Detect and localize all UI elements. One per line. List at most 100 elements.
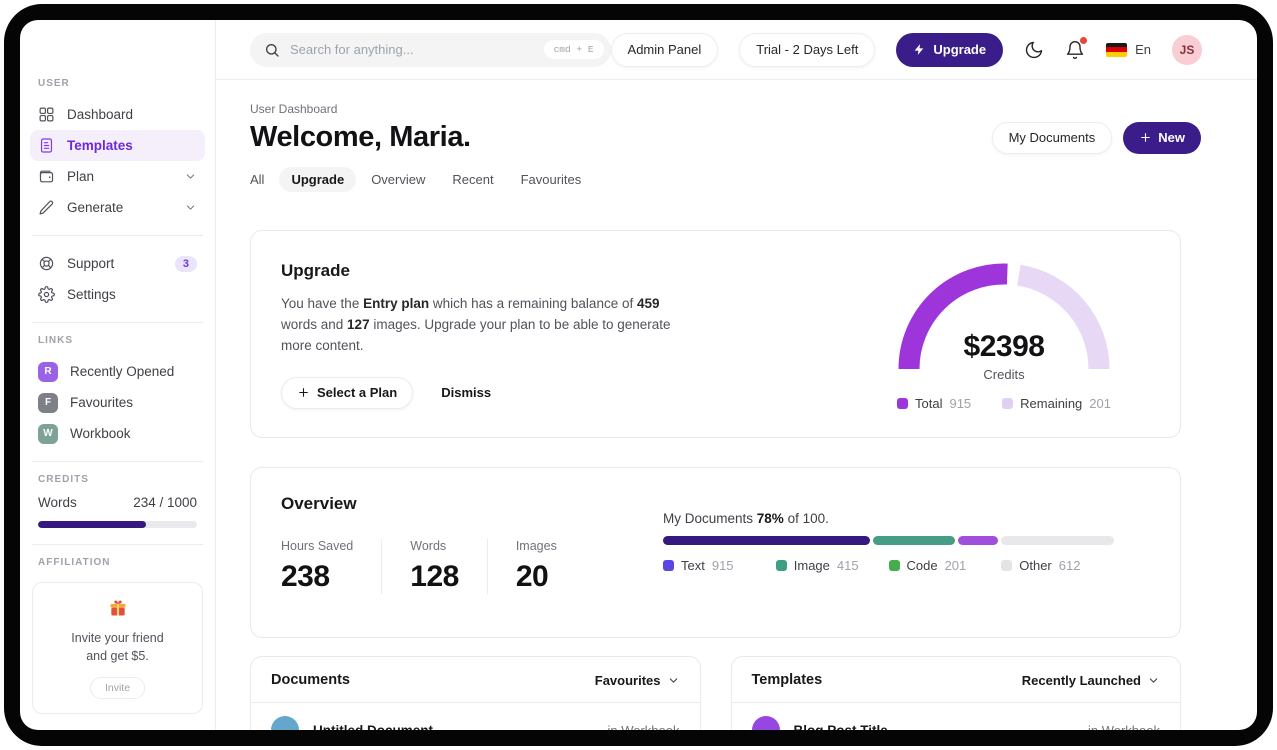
sidebar-item-label: Support [67, 256, 115, 271]
bar-segment-code [957, 536, 999, 545]
sidebar-item-support[interactable]: Support 3 [30, 248, 205, 279]
my-documents-button[interactable]: My Documents [991, 121, 1113, 154]
sidebar: USER Dashboard Templates Plan Generate S… [20, 20, 216, 730]
legend-value: 201 [1089, 396, 1111, 411]
sidebar-link-workbook[interactable]: W Workbook [30, 418, 205, 449]
document-row[interactable]: Untitled Document in Workbook [251, 703, 700, 730]
upgrade-button[interactable]: Upgrade [896, 32, 1004, 67]
tab-favourites[interactable]: Favourites [520, 172, 582, 187]
sidebar-item-label: Templates [67, 138, 133, 153]
dark-mode-toggle[interactable] [1024, 40, 1044, 60]
gauge-chart: $2398 Credits [894, 259, 1114, 382]
templates-filter-dropdown[interactable]: Recently Launched [1022, 673, 1160, 688]
upgrade-card-title: Upgrade [281, 261, 350, 280]
search-icon [266, 43, 279, 57]
sidebar-section-user: USER [38, 78, 70, 89]
affiliation-text: Invite your friend and get $5. [71, 631, 164, 663]
template-row[interactable]: Blog Post Title in Workbook [732, 703, 1181, 730]
sidebar-item-settings[interactable]: Settings [30, 279, 205, 310]
german-flag-icon [1106, 42, 1128, 57]
templates-card-header: Templates Recently Launched [731, 657, 1180, 703]
legend-item-other: Other 612 [1001, 558, 1114, 573]
documents-card: Documents Favourites Untitled Document i… [250, 656, 701, 730]
legend-label: Other [1019, 558, 1052, 573]
tab-recent[interactable]: Recent [452, 172, 494, 187]
affiliation-card: Invite your friend and get $5. Invite [32, 582, 203, 714]
sidebar-divider [32, 461, 203, 462]
stat-value: 238 [281, 560, 330, 593]
sidebar-item-label: Dashboard [67, 107, 134, 122]
filter-tabs: All Upgrade Overview Recent Favourites [238, 167, 1181, 192]
credits-progress-track [38, 521, 197, 528]
overview-legend: Text 915 Image 415 Code 201 [663, 558, 1114, 573]
tab-all[interactable]: All [250, 172, 265, 187]
credits-label: Words [38, 495, 77, 510]
sidebar-item-dashboard[interactable]: Dashboard [30, 99, 205, 130]
topbar: Search for anything... cmd + E Admin Pan… [216, 20, 1257, 80]
gauge-label: Credits [983, 367, 1025, 382]
templates-card-title: Templates [751, 672, 823, 688]
user-avatar[interactable]: JS [1172, 34, 1202, 65]
notifications-button[interactable] [1065, 36, 1088, 60]
tab-overview[interactable]: Overview [371, 172, 426, 187]
legend-value: 415 [836, 558, 859, 573]
bar-segment-image [873, 536, 955, 545]
upgrade-card-actions: Select a Plan Dismiss [281, 376, 894, 409]
overview-stats: Hours Saved 238 Words 128 Images 20 [281, 539, 663, 594]
upgrade-card-left: Upgrade You have the Entry plan which ha… [281, 257, 894, 411]
notification-dot [1080, 36, 1088, 44]
breadcrumb: User Dashboard [250, 102, 338, 116]
language-selector[interactable]: En [1106, 42, 1151, 57]
trial-status-button[interactable]: Trial - 2 Days Left [739, 32, 876, 67]
sidebar-item-label: Settings [67, 287, 116, 302]
overview-card-left: Overview Hours Saved 238 Words 128 Image… [281, 494, 663, 611]
sidebar-divider [32, 544, 203, 545]
legend-label: Remaining [1020, 396, 1083, 411]
search-input[interactable]: Search for anything... cmd + E [250, 32, 611, 67]
tab-upgrade[interactable]: Upgrade [279, 167, 357, 192]
upgrade-card-body: You have the Entry plan which has a rema… [281, 296, 671, 353]
link-avatar: R [38, 361, 58, 382]
documents-filter-dropdown[interactable]: Favourites [595, 673, 680, 688]
sidebar-item-plan[interactable]: Plan [30, 161, 205, 192]
admin-panel-button[interactable]: Admin Panel [610, 32, 719, 67]
topbar-actions: Admin Panel Trial - 2 Days Left Upgrade … [610, 32, 1202, 67]
select-plan-button[interactable]: Select a Plan [281, 376, 414, 409]
legend-label: Text [681, 558, 705, 573]
legend-label: Image [793, 558, 830, 573]
templates-filter-label: Recently Launched [1021, 672, 1141, 688]
sidebar-divider [32, 322, 203, 323]
sidebar-section-credits: CREDITS [38, 474, 89, 485]
credits-gauge: $2398 Credits Total 915 Remaining [894, 259, 1114, 411]
wallet-icon [39, 170, 54, 183]
invite-button[interactable]: Invite [89, 677, 146, 699]
sidebar-link-recently-opened[interactable]: R Recently Opened [30, 356, 205, 387]
template-title: Blog Post Title [793, 722, 888, 731]
stat-words: Words 128 [381, 539, 487, 594]
bar-segment-text [663, 536, 871, 545]
lightning-bolt-icon [914, 44, 924, 55]
sidebar-item-generate[interactable]: Generate [30, 192, 205, 223]
sidebar-item-templates[interactable]: Templates [30, 130, 205, 161]
template-avatar [751, 716, 780, 730]
chevron-down-icon [1149, 677, 1158, 683]
sidebar-link-favourites[interactable]: F Favourites [30, 387, 205, 418]
gear-icon [38, 286, 55, 303]
sidebar-link-label: Recently Opened [70, 364, 175, 379]
bottom-cards: Documents Favourites Untitled Document i… [250, 656, 1181, 730]
bar-segment-other [1001, 536, 1114, 545]
gauge-arc-remaining [1016, 264, 1110, 370]
credits-progress-fill [38, 521, 147, 528]
header-actions: My Documents New [991, 121, 1201, 154]
stat-value: 128 [410, 560, 459, 593]
app-window: USER Dashboard Templates Plan Generate S… [20, 20, 1257, 730]
page-header: Welcome, Maria. My Documents New [250, 121, 1201, 154]
legend-label: Total [915, 396, 943, 411]
bell-icon [1066, 40, 1084, 59]
legend-item-remaining: Remaining 201 [1002, 396, 1111, 411]
new-button[interactable]: New [1123, 121, 1201, 154]
overview-card-title: Overview [281, 494, 357, 513]
dismiss-button[interactable]: Dismiss [441, 385, 492, 401]
sidebar-item-label: Generate [67, 200, 124, 215]
gauge-center: $2398 Credits [894, 330, 1114, 382]
